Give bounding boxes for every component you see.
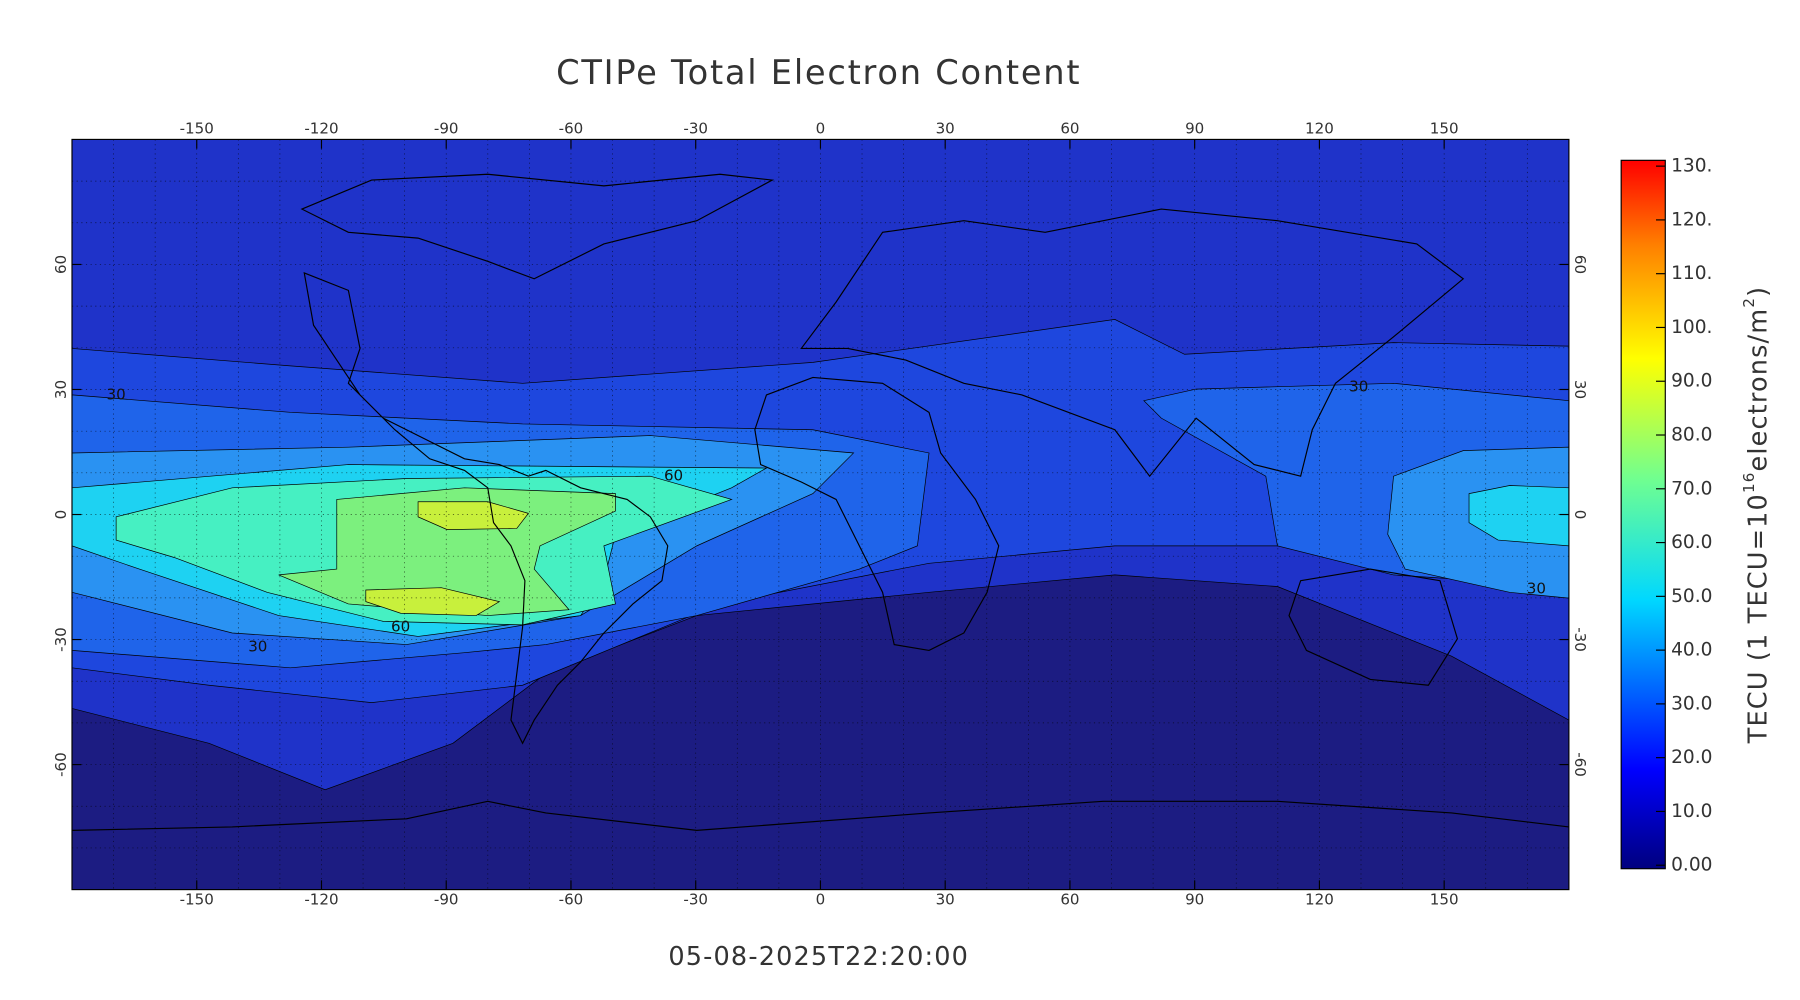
lat-tick-label: 60 [52,255,70,274]
coastlines [72,173,1569,831]
label-superscript: 2 [1739,297,1757,308]
lon-tick-label: 150 [1430,119,1459,137]
contour-label: 30 [1349,377,1368,395]
lat-tick-label: -60 [1571,752,1589,777]
title: CTIPe Total Electron Content [556,53,1081,92]
eurasia-outline [800,208,1465,478]
colorbar-tick-label: 70.0 [1671,478,1712,499]
colorbar-tick-label: 80.0 [1671,425,1712,446]
lon-tick-label: 120 [1305,119,1334,137]
colorbar-tick-label: 90.0 [1671,371,1712,392]
antarctica-outline [72,800,1569,831]
label-superscript: 16 [1739,472,1757,494]
lon-tick-label: -150 [180,119,214,137]
colorbar-label: TECU (1 TECU=1016electrons/m2) [1739,286,1773,744]
lon-tick-label: -60 [559,119,584,137]
lon-tick-label: 0 [816,119,826,137]
axes: -150 -150 -120 -120 -90 -90 -60 -60 -30 -30 0 0 30 30… [52,119,1589,908]
lon-tick-label: -150 [180,891,214,909]
colorbar-tick-label: 50.0 [1671,586,1712,607]
lat-tick-label: -60 [52,752,70,777]
colorbar-tick-label: 60.0 [1671,532,1712,553]
lat-tick-label: -30 [1571,627,1589,652]
colorbar [1620,159,1666,870]
africa-outline [754,376,1000,651]
lat-tick-label: 0 [1571,510,1589,520]
lon-tick-label: 60 [1060,119,1079,137]
colorbar-tick-label: 30.0 [1671,693,1712,714]
colorbar-tick-label: 40.0 [1671,640,1712,661]
contour-band [72,574,1569,890]
contour-label: 60 [664,467,683,485]
lon-tick-label: -30 [683,891,708,909]
lon-tick-label: 90 [1185,119,1204,137]
contour-label: 30 [107,385,126,403]
australia-outline [1288,568,1459,686]
lon-tick-label: -120 [304,891,338,909]
lon-tick-label: 0 [816,891,826,909]
contour-label: 30 [248,637,267,655]
lon-tick-label: 30 [936,119,955,137]
arctic-outline [300,173,775,280]
label-part: ) [1743,286,1773,297]
lat-tick-label: -30 [52,627,70,652]
colorbar-tick-label: 0.00 [1671,855,1712,876]
label-part: TECU (1 TECU=10 [1743,493,1773,744]
colorbar-tick-label: 120. [1671,209,1712,230]
lon-tick-label: -90 [434,119,459,137]
lon-tick-label: -120 [304,119,338,137]
contour-label: 60 [391,618,410,636]
lon-tick-label: -60 [559,891,584,909]
lat-tick-label: 30 [1571,380,1589,399]
colorbar-tick-label: 110. [1671,263,1712,284]
colorbar-tick-label: 100. [1671,317,1712,338]
lat-tick-label: 0 [52,510,70,520]
colorbar-axis: 0.00 10.0 20.0 30.0 40.0 50.0 60.0 70.0 80.0 90.0… [1656,156,1712,876]
lon-tick-label: -90 [434,891,459,909]
lon-tick-label: 60 [1060,891,1079,909]
lon-tick-label: 150 [1430,891,1459,909]
colorbar-tick-label: 20.0 [1671,747,1712,768]
contour-band [1468,485,1569,547]
lat-tick-label: 60 [1571,255,1589,274]
timestamp: 05-08-2025T22:20:00 [668,942,969,972]
lat-tick-label: 30 [52,380,70,399]
lon-tick-label: 30 [936,891,955,909]
colorbar-tick-label: 130. [1671,156,1712,177]
contour-band [365,587,501,616]
graticule [72,139,1569,890]
contour-band [278,487,616,616]
lon-tick-label: 90 [1185,891,1204,909]
contour-label: 30 [1527,579,1546,597]
colorbar-tick-label: 10.0 [1671,801,1712,822]
label-part: electrons/m [1743,308,1773,472]
americas-outline [303,272,669,745]
lon-tick-label: -30 [683,119,708,137]
lon-tick-label: 120 [1305,891,1334,909]
